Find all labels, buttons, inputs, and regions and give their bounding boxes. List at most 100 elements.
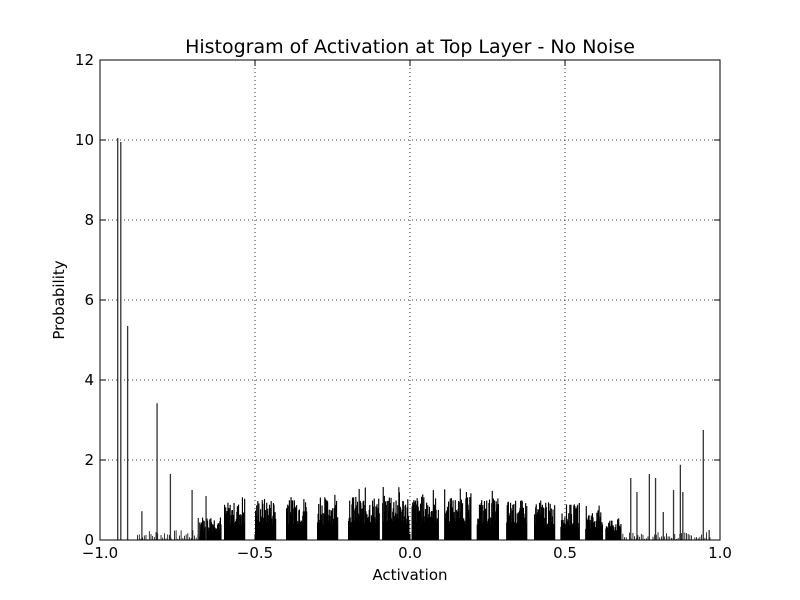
histogram-bar: [423, 497, 425, 540]
histogram-bar: [386, 501, 388, 540]
histogram-bar: [575, 508, 577, 540]
histogram-noise-bar: [645, 538, 647, 540]
histogram-noise-bar: [664, 536, 666, 540]
histogram-bar: [460, 499, 462, 540]
histogram-bar: [275, 518, 277, 540]
histogram-bar: [620, 524, 622, 540]
histogram-bar: [526, 506, 528, 540]
y-tick-label: 0: [84, 531, 94, 549]
histogram-spike: [205, 496, 207, 540]
histogram-noise-bar: [170, 538, 172, 540]
histogram-noise-bar: [174, 530, 175, 540]
histogram-noise-bar: [629, 532, 630, 540]
histogram-noise-bar: [622, 533, 624, 540]
histogram-bar: [493, 500, 496, 540]
histogram-noise-bar: [640, 533, 642, 540]
histogram-noise-bar: [165, 538, 167, 540]
histogram-noise-bar: [655, 534, 657, 540]
histogram-noise-bar: [635, 538, 637, 540]
histogram-bar: [513, 504, 515, 540]
y-tick-label: 6: [84, 291, 94, 309]
histogram-noise-bar: [694, 537, 696, 540]
histogram-noise-bar: [155, 532, 157, 540]
histogram-spike: [708, 530, 710, 540]
histogram-bar: [515, 500, 517, 540]
histogram-noise-bar: [667, 536, 669, 540]
histogram-spike: [197, 518, 199, 540]
histogram-noise-bar: [697, 538, 699, 540]
x-tick-label: 0.0: [398, 544, 422, 562]
histogram-bar: [363, 504, 365, 540]
histogram-noise-bar: [634, 536, 635, 540]
histogram-spike: [630, 478, 632, 540]
histogram-noise-bar: [189, 537, 190, 540]
x-tick-labels: −1.0 −0.5 0.0 0.5 1.0: [82, 544, 732, 562]
histogram-noise-bar: [696, 537, 697, 540]
histogram-noise-bar: [153, 537, 155, 540]
histogram-bar: [433, 504, 435, 540]
histogram-noise-bar: [190, 538, 192, 540]
histogram-spike: [156, 403, 158, 540]
histogram-noise-bar: [142, 537, 144, 540]
histogram-noise-bar: [687, 534, 689, 540]
histogram-noise-bar: [185, 534, 187, 540]
histogram-bar: [569, 504, 571, 540]
histogram-bar: [601, 524, 604, 540]
histogram-bar: [578, 502, 580, 540]
histogram-bars: [117, 138, 711, 540]
y-tick-label: 4: [84, 371, 94, 389]
histogram-bar: [448, 501, 450, 540]
histogram-bar: [287, 504, 289, 540]
histogram-noise-bar: [138, 534, 140, 540]
histogram-spike: [120, 142, 122, 540]
histogram-bar: [358, 488, 360, 540]
histogram-noise-bar: [654, 534, 656, 540]
histogram-noise-bar: [163, 533, 165, 540]
histogram-spike: [191, 490, 193, 540]
histogram-noise-bar: [169, 535, 170, 540]
histogram-bar: [244, 498, 246, 540]
histogram-noise-bar: [148, 531, 150, 540]
histogram-noise-bar: [179, 535, 180, 540]
histogram-bar: [492, 498, 494, 540]
histogram-noise-bar: [182, 538, 184, 540]
histogram-bar: [237, 504, 240, 540]
histogram-noise-bar: [677, 537, 679, 540]
y-tick-label: 8: [84, 211, 94, 229]
histogram-noise-bar: [669, 536, 671, 540]
histogram-bar: [296, 505, 298, 540]
histogram-bar: [353, 497, 355, 540]
histogram-bar: [382, 486, 384, 540]
histogram-spike: [702, 430, 704, 540]
histogram-spike: [648, 474, 650, 540]
histogram-bar: [481, 500, 483, 540]
histogram-noise-bar: [187, 533, 189, 540]
histogram-bar: [577, 504, 579, 540]
histogram-bar: [201, 517, 204, 540]
histogram-noise-bar: [671, 537, 672, 540]
histogram-noise-bar: [137, 535, 138, 540]
y-tick-label: 10: [75, 131, 94, 149]
histogram-bar: [378, 513, 380, 540]
y-tick-label: 12: [75, 51, 94, 69]
histogram-bar: [337, 517, 339, 540]
x-tick-label: −0.5: [237, 544, 273, 562]
histogram-bar: [321, 505, 323, 540]
histogram-spike: [682, 492, 684, 540]
histogram-bar: [220, 524, 222, 540]
y-axis-label: Probability: [50, 260, 68, 339]
histogram-noise-bar: [701, 534, 702, 540]
histogram-noise-bar: [684, 532, 686, 540]
histogram-bar: [229, 504, 231, 540]
histogram-noise-bar: [647, 536, 649, 540]
histogram-bar: [335, 500, 338, 540]
histogram-noise-bar: [195, 537, 197, 540]
histogram-spike: [672, 490, 675, 540]
histogram-noise-bar: [140, 538, 142, 540]
histogram-noise-bar: [686, 533, 687, 540]
histogram-noise-bar: [706, 532, 707, 540]
histogram-noise-bar: [625, 537, 627, 540]
histogram-spike: [141, 511, 143, 540]
histogram-bar: [306, 511, 308, 540]
